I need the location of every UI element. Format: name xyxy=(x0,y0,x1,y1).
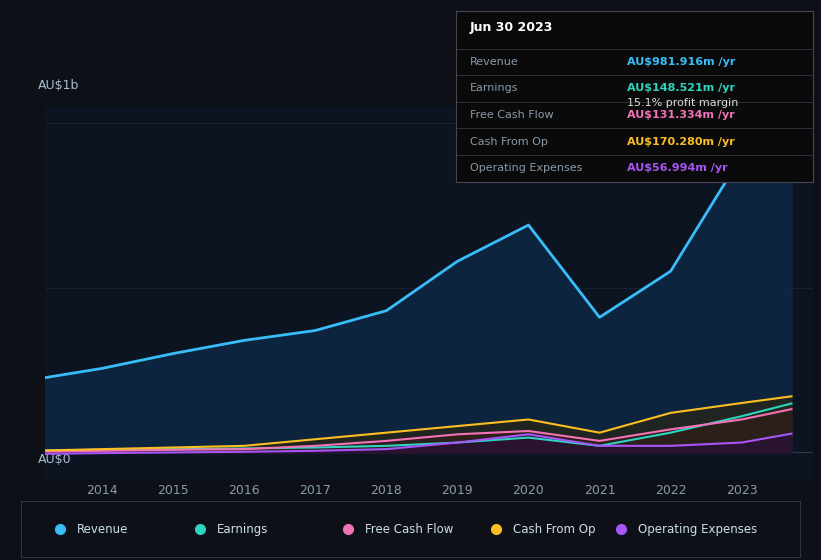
Text: AU$131.334m /yr: AU$131.334m /yr xyxy=(627,110,735,120)
Text: 15.1% profit margin: 15.1% profit margin xyxy=(627,97,738,108)
Text: AU$0: AU$0 xyxy=(38,453,71,466)
Text: Operating Expenses: Operating Expenses xyxy=(638,522,758,536)
Text: Free Cash Flow: Free Cash Flow xyxy=(365,522,454,536)
Text: Revenue: Revenue xyxy=(76,522,128,536)
Text: Earnings: Earnings xyxy=(470,83,518,93)
Text: Earnings: Earnings xyxy=(217,522,268,536)
Text: Operating Expenses: Operating Expenses xyxy=(470,164,582,174)
Text: AU$56.994m /yr: AU$56.994m /yr xyxy=(627,164,727,174)
Text: AU$1b: AU$1b xyxy=(38,78,79,91)
Text: Cash From Op: Cash From Op xyxy=(513,522,596,536)
Text: AU$170.280m /yr: AU$170.280m /yr xyxy=(627,137,735,147)
Text: Cash From Op: Cash From Op xyxy=(470,137,548,147)
Text: Revenue: Revenue xyxy=(470,57,519,67)
Text: Jun 30 2023: Jun 30 2023 xyxy=(470,21,553,34)
Text: Free Cash Flow: Free Cash Flow xyxy=(470,110,553,120)
Text: AU$148.521m /yr: AU$148.521m /yr xyxy=(627,83,735,93)
Text: AU$981.916m /yr: AU$981.916m /yr xyxy=(627,57,736,67)
